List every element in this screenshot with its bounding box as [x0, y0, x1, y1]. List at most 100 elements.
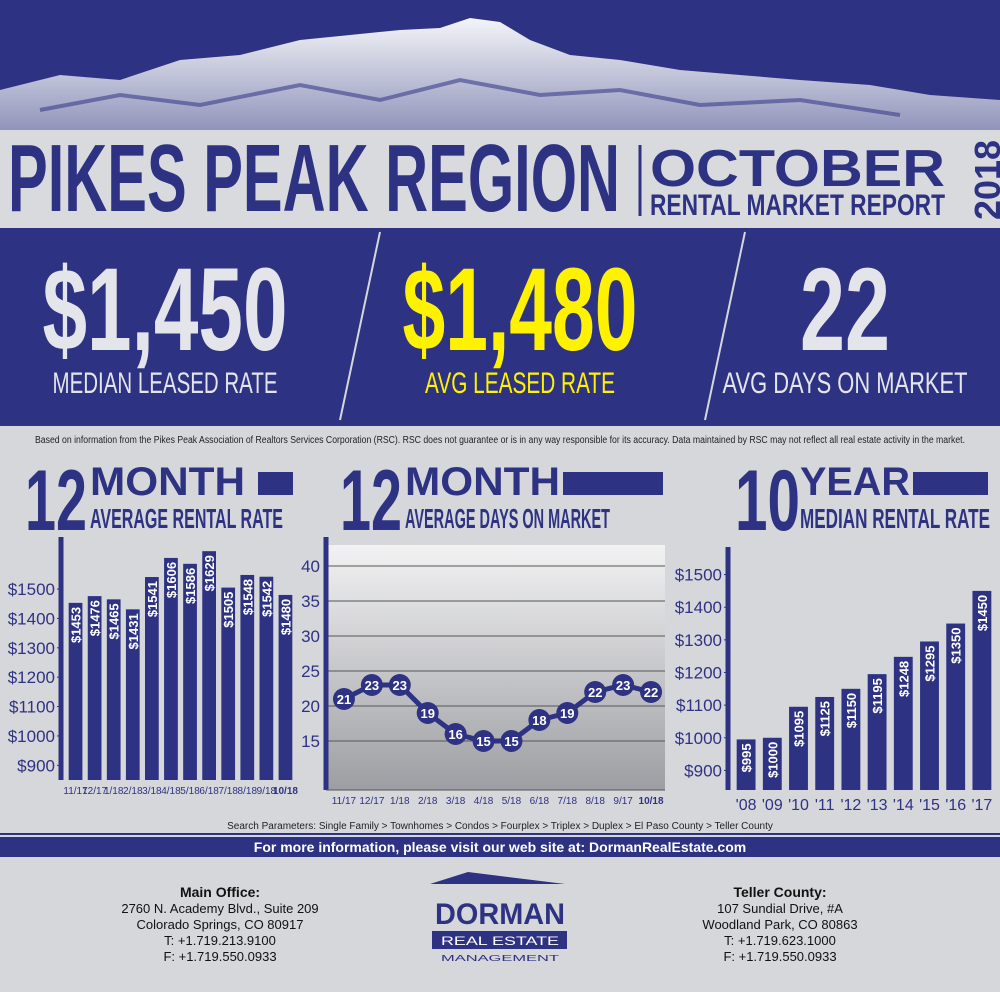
y-tick-label: $900 [684, 761, 722, 780]
value-label: $1542 [259, 581, 274, 617]
value-label: $1195 [870, 678, 885, 713]
stat-value: $1,450 [43, 244, 288, 376]
value-label: 23 [365, 678, 379, 693]
chart-title-unit: MONTH [405, 460, 560, 504]
value-label: 16 [448, 727, 462, 742]
x-tick-label: 1/18 [390, 796, 410, 807]
mountain [0, 18, 1000, 135]
point [556, 702, 579, 724]
stat-label: AVG LEASED RATE [425, 367, 615, 400]
value-label: 23 [616, 678, 630, 693]
value-label: 22 [588, 685, 602, 700]
office-line: T: +1.719.623.1000 [724, 933, 836, 948]
x-tick-label: 1/18 [104, 786, 124, 797]
report-month: OCTOBER [650, 140, 945, 198]
bar [221, 587, 236, 780]
value-label: $1606 [164, 562, 179, 598]
bar [867, 674, 887, 790]
bar [164, 557, 178, 780]
bar [87, 596, 102, 780]
bar [106, 599, 121, 780]
chart-title: MEDIAN RENTAL RATE [800, 503, 990, 534]
value-label: $1248 [896, 661, 911, 697]
value-label: $1505 [221, 592, 236, 628]
y-tick-label: 40 [301, 557, 320, 576]
x-tick-label: 6/18 [530, 796, 550, 807]
x-tick-label: 6/18 [199, 786, 219, 797]
title-decoration [563, 472, 663, 495]
bar [736, 739, 756, 790]
office-line: T: +1.719.213.9100 [164, 933, 276, 948]
title-decoration [913, 472, 988, 495]
y-tick-label: 35 [301, 592, 320, 611]
x-tick-label: '14 [893, 797, 914, 814]
x-tick-label: 9/18 [257, 786, 277, 797]
value-label: 23 [393, 678, 407, 693]
x-tick-label: '13 [867, 797, 888, 814]
x-tick-label: '16 [945, 797, 966, 814]
value-label: $1350 [949, 628, 964, 664]
office-title: Teller County: [733, 884, 826, 900]
x-tick-label: 5/18 [502, 796, 522, 807]
value-label: 18 [532, 713, 546, 728]
mountain-shade [39, 77, 901, 117]
x-tick-label: 12/17 [359, 796, 384, 807]
x-tick-label: 3/18 [142, 786, 162, 797]
value-label: $1476 [88, 600, 103, 636]
x-tick-label: '10 [788, 797, 809, 814]
bar [202, 551, 216, 780]
x-tick-label: 10/18 [639, 796, 664, 807]
y-tick-label: $900 [17, 756, 55, 775]
value-label: $1465 [107, 603, 122, 639]
office-line: Colorado Springs, CO 80917 [137, 917, 304, 932]
bar [145, 577, 159, 780]
value-label: 19 [420, 706, 434, 721]
point [444, 723, 467, 745]
value-label: $1548 [240, 579, 255, 615]
x-tick-label: 7/18 [218, 786, 238, 797]
value-label: $1541 [145, 581, 160, 617]
office-line: 2760 N. Academy Blvd., Suite 209 [121, 901, 318, 916]
stat-label: MEDIAN LEASED RATE [53, 367, 278, 400]
x-tick-label: '08 [736, 797, 757, 814]
x-tick-label: 12/17 [82, 786, 107, 797]
y-tick-label: $1500 [675, 566, 722, 585]
y-tick-label: $1300 [675, 631, 722, 650]
disclaimer: Based on information from the Pikes Peak… [35, 435, 965, 446]
y-tick-label: $1200 [8, 668, 55, 687]
bar [789, 706, 808, 790]
value-label: 15 [476, 734, 490, 749]
x-tick-label: 8/18 [238, 786, 258, 797]
y-tick-label: $1500 [8, 580, 55, 599]
y-tick-label: $1300 [8, 639, 55, 658]
value-label: $1586 [183, 568, 198, 604]
point [500, 730, 523, 752]
stats-divider [704, 231, 746, 421]
chart-title-number: 10 [735, 453, 800, 549]
value-label: $1000 [765, 742, 780, 778]
value-label: $1450 [975, 595, 990, 631]
bar [762, 737, 782, 790]
value-label: 21 [337, 692, 351, 707]
y-tick-label: $1100 [676, 696, 722, 715]
stat-value: $1,480 [403, 244, 638, 376]
value-label: 22 [644, 685, 658, 700]
x-tick-label: '15 [919, 797, 940, 814]
bar [68, 602, 83, 780]
report-subtitle: RENTAL MARKET REPORT [650, 189, 945, 222]
chart-title-number: 12 [25, 453, 87, 549]
value-label: $1125 [818, 701, 833, 736]
chart-title: AVERAGE RENTAL RATE [90, 503, 283, 534]
y-tick-label: 25 [301, 662, 320, 681]
x-tick-label: 2/18 [123, 786, 143, 797]
value-label: $1095 [792, 711, 807, 747]
logo-band [432, 931, 567, 949]
point [332, 688, 355, 710]
plot-background [328, 545, 665, 790]
y-tick-label: $1200 [675, 664, 722, 683]
stats-divider [339, 231, 381, 421]
banner: For more information, please visit our w… [254, 839, 746, 855]
y-tick-label: $1100 [9, 698, 55, 717]
y-tick-label: $1000 [8, 727, 55, 746]
